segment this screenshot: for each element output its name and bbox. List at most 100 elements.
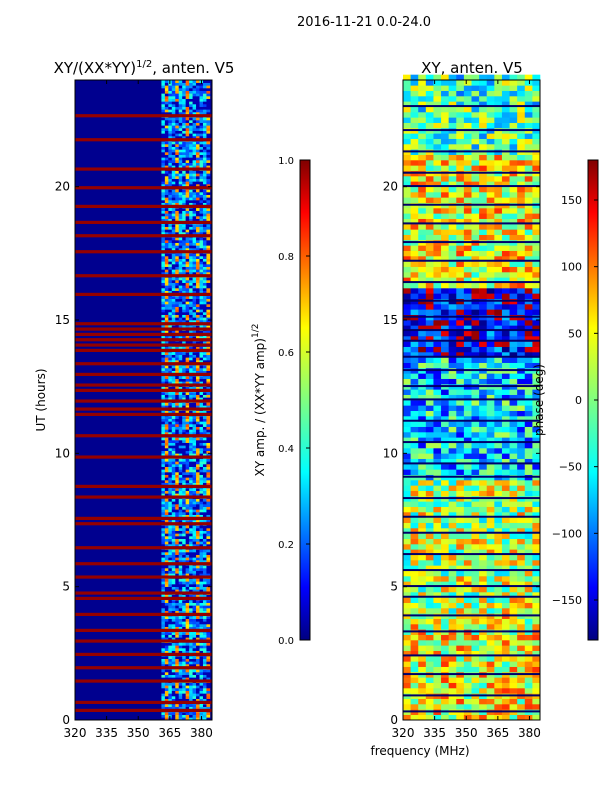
- heatmap-cell: [441, 554, 449, 561]
- heatmap-cell: [524, 624, 533, 630]
- heatmap-cell: [486, 373, 495, 379]
- heatmap-cell: [494, 677, 503, 683]
- heatmap-cell: [202, 272, 207, 275]
- heatmap-cell: [196, 314, 200, 318]
- heatmap-cell: [175, 626, 180, 630]
- heatmap-cell: [168, 402, 173, 406]
- heatmap-cell: [196, 525, 200, 529]
- heatmap-cell: [433, 288, 442, 294]
- heatmap-cell: [192, 157, 197, 161]
- heatmap-cell: [168, 130, 173, 134]
- heatmap-cell: [168, 208, 173, 211]
- heatmap-cell: [471, 394, 480, 401]
- heatmap-cell: [410, 293, 419, 299]
- heatmap-cell: [175, 402, 180, 406]
- heatmap-cell: [202, 160, 207, 163]
- heatmap-cell: [479, 538, 488, 545]
- heatmap-cell: [202, 394, 207, 398]
- heatmap-cell: [206, 442, 211, 446]
- heatmap-cell: [509, 464, 518, 470]
- heatmap-cell: [171, 96, 176, 99]
- heatmap-cell: [486, 464, 495, 470]
- heatmap-cell: [199, 128, 204, 131]
- heatmap-cell: [192, 450, 197, 454]
- heatmap-cell: [189, 685, 193, 689]
- heatmap-cell: [182, 506, 186, 510]
- heatmap-cell: [471, 373, 480, 379]
- heatmap-cell: [175, 557, 180, 561]
- heatmap-cell: [185, 325, 190, 329]
- heatmap-cell: [175, 418, 180, 422]
- heatmap-cell: [192, 229, 197, 233]
- heatmap-cell: [164, 594, 169, 598]
- heatmap-cell: [403, 698, 411, 705]
- heatmap-cell: [494, 325, 503, 331]
- heatmap-cell: [202, 645, 207, 649]
- heatmap-cell: [189, 536, 193, 539]
- heatmap-cell: [164, 240, 169, 243]
- heatmap-cell: [171, 690, 176, 694]
- heatmap-cell: [418, 453, 427, 459]
- heatmap-cell: [199, 120, 204, 123]
- heatmap-cell: [479, 442, 488, 449]
- heatmap-cell: [164, 296, 169, 299]
- panel1-x-axis: 320 335 350 365 380: [64, 80, 213, 740]
- heatmap-cell: [175, 624, 180, 627]
- heatmap-cell: [171, 677, 176, 681]
- heatmap-cell: [196, 237, 200, 241]
- heatmap-cell: [192, 669, 197, 673]
- heatmap-cell: [403, 304, 411, 310]
- heatmap-cell: [199, 493, 204, 497]
- heatmap-cell: [192, 418, 197, 422]
- heatmap-cell: [175, 208, 180, 211]
- heatmap-cell: [175, 157, 180, 161]
- heatmap-cell: [433, 325, 442, 331]
- heatmap-cell: [161, 509, 166, 513]
- heatmap-cell: [199, 269, 204, 273]
- heatmap-cell: [199, 325, 204, 329]
- heatmap-cell: [185, 88, 190, 91]
- heatmap-cell: [192, 392, 197, 395]
- heatmap-cell: [164, 586, 169, 590]
- heatmap-cell: [206, 658, 211, 662]
- heatmap-cell: [168, 509, 173, 513]
- heatmap-cell: [199, 280, 204, 283]
- heatmap-cell: [182, 285, 186, 289]
- heatmap-cell: [185, 552, 190, 555]
- heatmap-cell: [501, 352, 510, 358]
- heatmap-cell: [486, 538, 495, 545]
- heatmap-cell: [486, 688, 495, 694]
- heatmap-cell: [185, 645, 190, 649]
- heatmap-cell: [202, 626, 207, 630]
- heatmap-cell: [164, 568, 169, 571]
- heatmap-cell: [192, 298, 197, 302]
- heatmap-cell: [517, 677, 526, 683]
- heatmap-cell: [494, 602, 503, 609]
- heatmap-cell: [171, 493, 176, 497]
- heatmap-cell: [182, 594, 186, 598]
- heatmap-cell: [192, 648, 197, 651]
- heatmap-cell: [192, 210, 197, 214]
- heatmap-cell: [199, 122, 204, 126]
- heatmap-cell: [168, 213, 173, 217]
- heatmap-cell: [185, 610, 190, 614]
- heatmap-cell: [161, 213, 166, 217]
- heatmap-cell: [168, 269, 173, 273]
- heatmap-cell: [192, 525, 197, 529]
- heatmap-cell: [494, 688, 503, 694]
- heatmap-cell: [509, 661, 518, 667]
- heatmap-cell: [171, 154, 176, 158]
- heatmap-cell: [171, 306, 176, 310]
- heatmap-cell: [418, 288, 427, 294]
- heatmap-cell: [441, 309, 449, 315]
- heatmap-cell: [486, 330, 495, 337]
- heatmap-cell: [206, 525, 211, 529]
- heatmap-cell: [164, 242, 169, 246]
- heatmap-cell: [175, 690, 180, 694]
- heatmap-cell: [456, 565, 465, 571]
- heatmap-cell: [418, 597, 427, 603]
- heatmap-cell: [202, 336, 207, 339]
- heatmap-cell: [524, 362, 533, 369]
- heatmap-cell: [178, 474, 183, 478]
- heatmap-cell: [164, 674, 169, 678]
